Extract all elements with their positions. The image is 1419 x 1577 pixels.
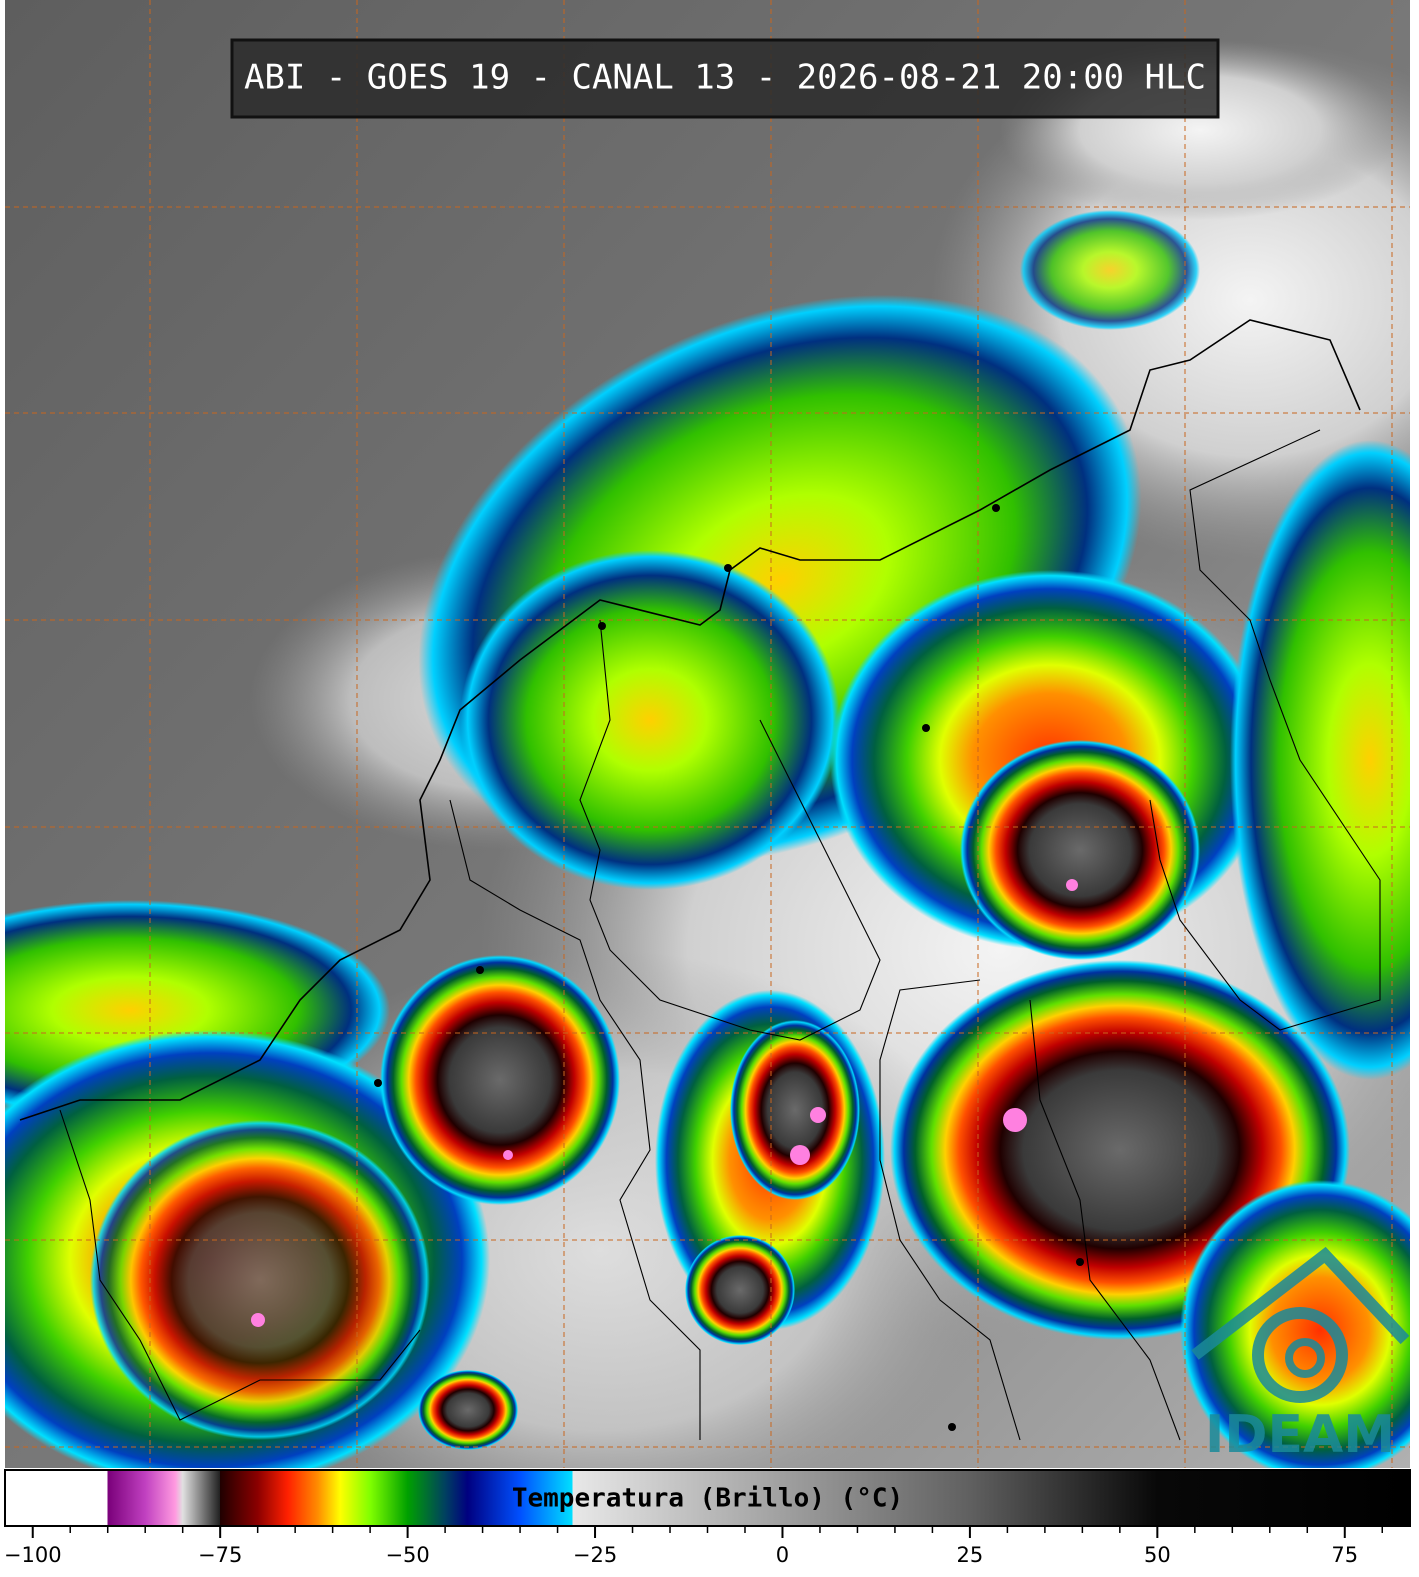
tick-label: −50	[385, 1543, 429, 1567]
colorbar: Temperatura (Brillo) (°C) −100 −75 −50 −25 0 2…	[4, 1469, 1411, 1567]
lat-lon-grid	[5, 0, 1410, 1468]
cities	[374, 504, 1084, 1431]
title: ABI - GOES 19 - CANAL 13 - 2026-08-21 20…	[244, 58, 1206, 98]
border	[1029, 999, 1181, 1441]
tick-label: −25	[573, 1543, 617, 1567]
border	[59, 1109, 421, 1421]
tick-label: 25	[957, 1543, 984, 1567]
logo-text: IDEAM	[1205, 1405, 1395, 1465]
border	[879, 979, 1021, 1441]
tick-label: 75	[1331, 1543, 1358, 1567]
tick-label: −100	[4, 1543, 62, 1567]
title-box	[230, 38, 1220, 119]
logo: IDEAM	[1191, 1246, 1410, 1465]
colorbar-label: Temperatura (Brillo) (°C)	[512, 1484, 903, 1514]
cold-tops	[251, 879, 1078, 1327]
tick-label: 50	[1144, 1543, 1171, 1567]
border	[1149, 429, 1381, 1031]
border	[449, 799, 701, 1440]
tick-label: −75	[198, 1543, 242, 1567]
tick-label: 0	[776, 1543, 789, 1567]
colorbar-fill	[4, 1469, 1411, 1527]
coastline	[19, 319, 1361, 1121]
border	[579, 619, 881, 1041]
